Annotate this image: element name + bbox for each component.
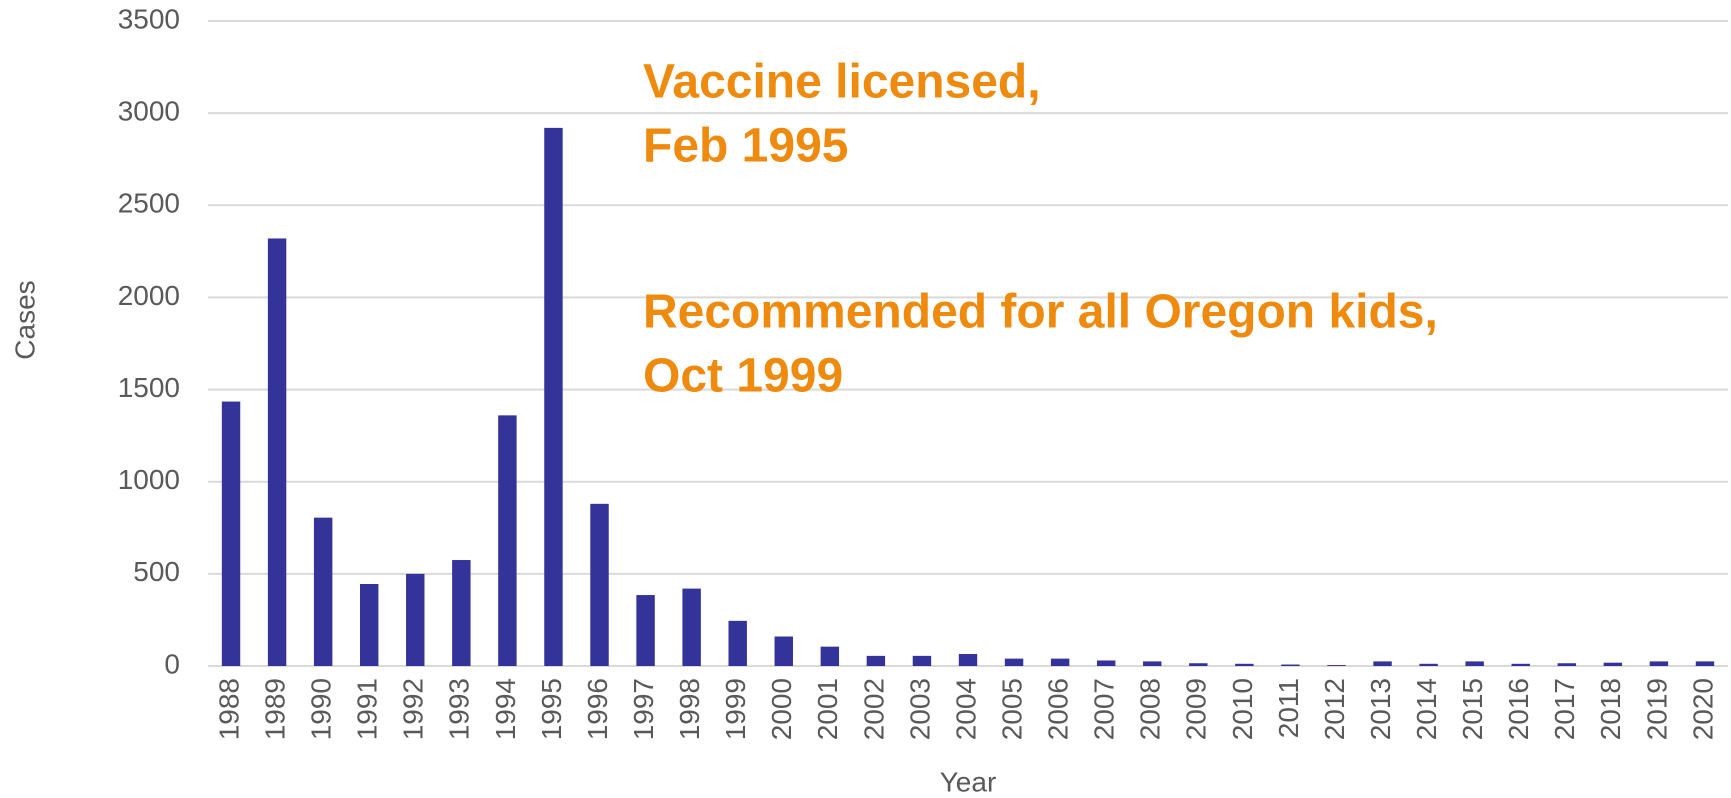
bar bbox=[1419, 663, 1438, 666]
y-tick-label: 3000 bbox=[118, 96, 180, 127]
y-tick-label: 2000 bbox=[118, 280, 180, 311]
x-tick-label: 2019 bbox=[1641, 678, 1672, 740]
x-tick-label: 1996 bbox=[582, 678, 613, 740]
x-tick-label: 1994 bbox=[490, 678, 521, 740]
x-tick-label: 2010 bbox=[1227, 678, 1258, 740]
bar bbox=[912, 655, 932, 666]
bar bbox=[1695, 661, 1715, 666]
annotation: Recommended for all Oregon kids, bbox=[643, 286, 1438, 339]
bar bbox=[1373, 661, 1392, 666]
y-tick-label: 500 bbox=[133, 556, 180, 587]
bar bbox=[1281, 664, 1300, 666]
x-tick-label: 2016 bbox=[1503, 678, 1534, 740]
bar bbox=[1465, 661, 1484, 666]
x-tick-label: 1989 bbox=[259, 678, 290, 740]
bar bbox=[452, 560, 471, 666]
x-tick-label: 2007 bbox=[1089, 678, 1120, 740]
x-tick-label: 2002 bbox=[858, 678, 889, 740]
y-tick-label: 1500 bbox=[118, 372, 180, 403]
bar bbox=[1096, 660, 1116, 666]
x-tick-label: 2004 bbox=[950, 678, 981, 740]
x-tick-label: 1999 bbox=[720, 678, 751, 740]
x-tick-label: 1988 bbox=[213, 678, 244, 740]
bar bbox=[267, 238, 287, 666]
bar bbox=[1004, 658, 1024, 666]
annotation: Feb 1995 bbox=[643, 120, 848, 173]
bar bbox=[728, 620, 747, 666]
x-tick-label: 2000 bbox=[766, 678, 797, 740]
x-tick-label: 2006 bbox=[1043, 678, 1074, 740]
y-tick-label: 3500 bbox=[118, 3, 180, 34]
x-tick-label: 2001 bbox=[812, 678, 843, 740]
bar bbox=[544, 127, 563, 666]
bar bbox=[1603, 662, 1623, 666]
x-tick-label: 2017 bbox=[1549, 678, 1580, 740]
bar bbox=[682, 588, 701, 666]
x-tick-label: 2012 bbox=[1319, 678, 1350, 740]
y-tick-label: 1000 bbox=[118, 464, 180, 495]
x-tick-label: 2020 bbox=[1687, 678, 1718, 740]
x-tick-label: 2003 bbox=[904, 678, 935, 740]
bar bbox=[958, 654, 978, 666]
bar bbox=[1327, 665, 1346, 666]
bar bbox=[590, 503, 609, 666]
bar bbox=[1511, 663, 1530, 666]
y-tick-label: 2500 bbox=[118, 188, 180, 219]
bar bbox=[1143, 661, 1162, 666]
x-tick-label: 2018 bbox=[1595, 678, 1626, 740]
x-tick-label: 1995 bbox=[536, 678, 567, 740]
x-tick-label: 2005 bbox=[996, 678, 1027, 740]
bar bbox=[774, 636, 793, 666]
x-tick-label: 1992 bbox=[398, 678, 429, 740]
bar bbox=[636, 595, 655, 666]
bar bbox=[1557, 663, 1576, 666]
x-tick-label: 2014 bbox=[1411, 678, 1442, 740]
x-tick-label: 1993 bbox=[444, 678, 475, 740]
x-tick-label: 2015 bbox=[1457, 678, 1488, 740]
bar bbox=[1649, 661, 1669, 666]
bar bbox=[313, 517, 333, 666]
x-tick-label: 1997 bbox=[628, 678, 659, 740]
x-tick-label: 2013 bbox=[1365, 678, 1396, 740]
bar bbox=[406, 573, 425, 666]
bar bbox=[498, 415, 517, 666]
bar bbox=[866, 655, 886, 666]
x-tick-label: 1991 bbox=[352, 678, 383, 740]
x-tick-label: 2009 bbox=[1181, 678, 1212, 740]
bar bbox=[221, 401, 241, 666]
annotation: Oct 1999 bbox=[643, 350, 843, 403]
x-axis-label: Year bbox=[940, 766, 997, 797]
annotation: Vaccine licensed, bbox=[643, 56, 1041, 109]
x-tick-label: 1998 bbox=[674, 678, 705, 740]
bar bbox=[820, 646, 840, 666]
y-axis-label: Cases bbox=[9, 280, 40, 359]
x-tick-label: 1990 bbox=[306, 678, 337, 740]
x-tick-label: 2011 bbox=[1273, 678, 1304, 738]
bar bbox=[1050, 658, 1070, 666]
y-tick-label: 0 bbox=[164, 648, 180, 679]
bar bbox=[1235, 663, 1254, 666]
bar bbox=[1189, 663, 1208, 666]
x-tick-label: 2008 bbox=[1135, 678, 1166, 740]
bar bbox=[360, 583, 379, 666]
